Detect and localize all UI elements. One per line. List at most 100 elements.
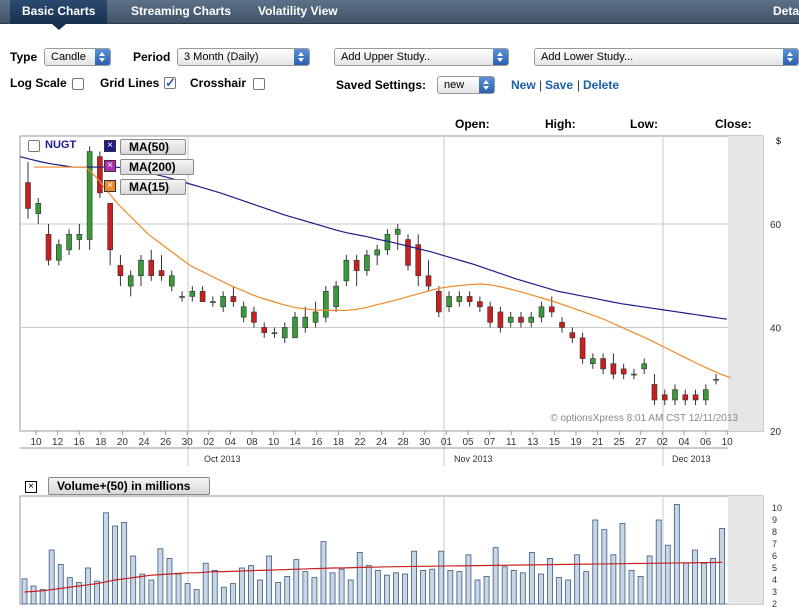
candle-body — [374, 249, 380, 256]
candle-body — [507, 316, 514, 323]
candle-body — [518, 316, 524, 323]
candle-body — [210, 301, 216, 303]
volume-bar — [420, 570, 427, 605]
updown-arrow-icon — [95, 49, 110, 65]
ma15-button[interactable]: MA(15) — [120, 179, 186, 195]
lower-study-select[interactable]: Add Lower Study... — [534, 48, 799, 66]
updown-arrow-icon — [783, 49, 798, 65]
volume-future-zone — [728, 496, 763, 604]
volume-bar — [229, 583, 236, 605]
volume-y-tick-label: 3 — [772, 587, 777, 597]
ma50-color-box: × — [104, 140, 116, 152]
candle-body — [312, 311, 319, 323]
candle-body — [127, 275, 134, 287]
volume-y-tick-label: 6 — [772, 551, 777, 561]
price-x-tick-label: 10 — [722, 437, 734, 448]
candle-body — [66, 234, 72, 251]
price-x-tick-label: 18 — [333, 437, 345, 448]
volume-bar — [257, 579, 263, 605]
candle-body — [138, 259, 144, 277]
log-scale-checkbox[interactable] — [72, 78, 84, 90]
volume-bar — [211, 570, 218, 605]
candle-body — [528, 316, 535, 323]
volume-bar — [39, 589, 46, 605]
price-x-tick-label: 18 — [95, 437, 107, 448]
upper-study-select[interactable]: Add Upper Study.. — [334, 48, 509, 66]
volume-bar — [628, 570, 635, 605]
tab-streaming-charts[interactable]: Streaming Charts — [131, 4, 232, 18]
period-select-value: 3 Month (Daily) — [184, 51, 259, 63]
volume-bar — [701, 562, 707, 605]
candle-body — [158, 270, 165, 277]
candle-body — [610, 363, 617, 375]
volume-bar — [347, 579, 354, 605]
candle-body — [56, 244, 62, 261]
tab-basic-charts[interactable]: Basic Charts — [10, 0, 108, 30]
price-month-label: Nov 2013 — [454, 454, 493, 464]
candle-body — [107, 202, 113, 251]
updown-arrow-icon — [479, 77, 494, 93]
volume-bar — [510, 570, 517, 605]
volume-bar — [374, 570, 381, 605]
type-select[interactable]: Candle — [44, 48, 111, 66]
price-x-tick-label: 26 — [160, 437, 172, 448]
volume-close-icon[interactable]: × — [25, 481, 37, 493]
candle-body — [323, 290, 329, 318]
close-label: Close: — [715, 117, 752, 131]
price-x-tick-label: 21 — [592, 437, 604, 448]
volume-y-tick-label: 7 — [772, 539, 777, 549]
tab-details[interactable]: Deta — [773, 4, 799, 18]
tab-bar: Basic Charts Streaming Charts Volatility… — [0, 0, 799, 30]
candle-body — [117, 265, 124, 277]
price-chart[interactable]: 20 40 60 10 12 16 18 20 24 26 30 02 04 08 10 14 16 18 22 2… — [0, 132, 799, 468]
volume-chart[interactable]: 2 3 4 5 6 7 8 9 10 — [0, 494, 799, 607]
grid-lines-checkbox[interactable] — [164, 75, 176, 91]
nugt-toggle-checkbox[interactable] — [28, 140, 40, 152]
volume-bar — [601, 529, 608, 605]
volume-bar — [682, 562, 689, 605]
tab-volatility-view[interactable]: Volatility View — [258, 4, 338, 18]
price-y-tick-label: 20 — [770, 427, 782, 438]
crosshair-checkbox[interactable] — [253, 78, 265, 90]
candle-body — [25, 182, 31, 209]
candle-body — [168, 275, 175, 287]
ma50-button[interactable]: MA(50) — [120, 139, 186, 155]
grid-lines-label: Grid Lines — [100, 76, 160, 90]
type-select-value: Candle — [51, 51, 86, 63]
ma200-button[interactable]: MA(200) — [120, 159, 194, 175]
price-x-axis: 10 12 16 18 20 24 26 30 02 04 08 10 14 16 18 22 24 28 30 01… — [20, 431, 733, 464]
new-link[interactable]: New — [511, 78, 536, 92]
volume-bar — [220, 586, 227, 605]
volume-bar — [411, 550, 417, 605]
volume-bar — [157, 548, 164, 605]
candle-body — [189, 290, 196, 297]
volume-bar — [637, 576, 644, 605]
candle-body — [35, 202, 42, 214]
candle-body — [497, 311, 504, 328]
price-x-tick-label: 14 — [290, 437, 302, 448]
volume-y-tick-label: 4 — [772, 575, 777, 585]
saved-settings-select[interactable]: new — [437, 76, 495, 94]
volume-bar — [193, 589, 200, 605]
volume-bar — [456, 571, 463, 605]
candle-body — [477, 301, 483, 308]
volume-bar — [139, 573, 146, 605]
candle-body — [548, 306, 555, 313]
price-x-tick-label: 01 — [441, 437, 453, 448]
log-scale-label: Log Scale — [10, 76, 67, 90]
volume-bar — [592, 519, 599, 605]
candle-body — [435, 290, 442, 313]
candles — [25, 146, 719, 406]
candle-body — [620, 368, 627, 375]
delete-link[interactable]: Delete — [583, 78, 620, 92]
price-x-tick-label: 02 — [203, 437, 215, 448]
volume-bar — [329, 572, 336, 605]
volume-bar — [528, 552, 535, 605]
volume-study-button[interactable]: Volume+(50) in millions — [48, 477, 210, 495]
volume-bar — [239, 567, 245, 605]
volume-bar — [166, 558, 173, 605]
period-select[interactable]: 3 Month (Daily) — [177, 48, 310, 66]
save-link[interactable]: Save — [545, 78, 574, 92]
volume-bar — [492, 547, 499, 605]
candle-body — [641, 363, 648, 370]
